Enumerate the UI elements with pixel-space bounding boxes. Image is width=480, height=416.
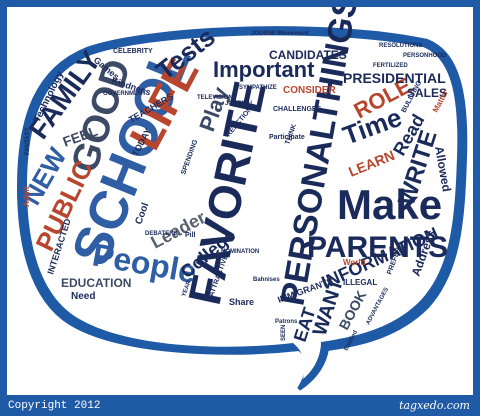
word-sales: SALES [407,86,447,100]
word-participate: Participate [269,134,305,141]
speech-bubble-word-cloud: SCHOOL FAVORITE PERSONALTHINGS LIFE GOOD… [16,7,468,391]
word-candidates: CANDIDATES [269,48,347,62]
word-patrons: Patrons [275,319,298,325]
word-fantasy: FANTASY [25,127,31,155]
word-fertilized: FERTILIZED [373,63,408,69]
word-celebrity: CELEBRITY [113,48,153,55]
speech-bubble-fill [27,35,458,379]
word-journey: JOURNEY [251,31,280,37]
word-seen: SEEN [281,325,287,341]
word-education: EDUCATION [61,276,131,290]
word-parents: PARENTS [307,231,448,264]
word-sympathize: SYMPATHIZE [239,85,277,91]
word-presidential: PRESIDENTIAL [343,70,446,86]
word-world: World [343,258,366,267]
word-share: Share [229,297,254,307]
word-important: Important [213,57,315,82]
word-challenges: CHALLENGES [273,106,322,113]
word-make: Make [337,181,442,228]
word-debaters: DEBATERS [145,231,178,237]
word-need: Need [71,291,95,302]
word-television: TELEVISION [197,95,233,101]
word-adult: Adult [22,186,31,207]
word-nomination: NOMINATION [221,249,259,255]
word-movement: Movement [279,31,309,37]
copyright-label: Copyright 2012 [8,400,101,412]
word-consider: CONSIDER [283,85,337,96]
word-personhood: PERSONHOOD [403,53,447,59]
word-busses: Bahnises [253,277,280,283]
word-journal: JOURNAL [225,101,254,107]
word-year: YEAR [181,279,193,297]
word-pill: Pill [185,232,196,239]
word-resolutions: RESOLUTIONS [379,43,422,49]
word-government: GOVERNMENT [103,91,146,97]
word-illegal: ILLEGAL [343,278,377,287]
brand-label: tagxedo.com [399,399,470,412]
